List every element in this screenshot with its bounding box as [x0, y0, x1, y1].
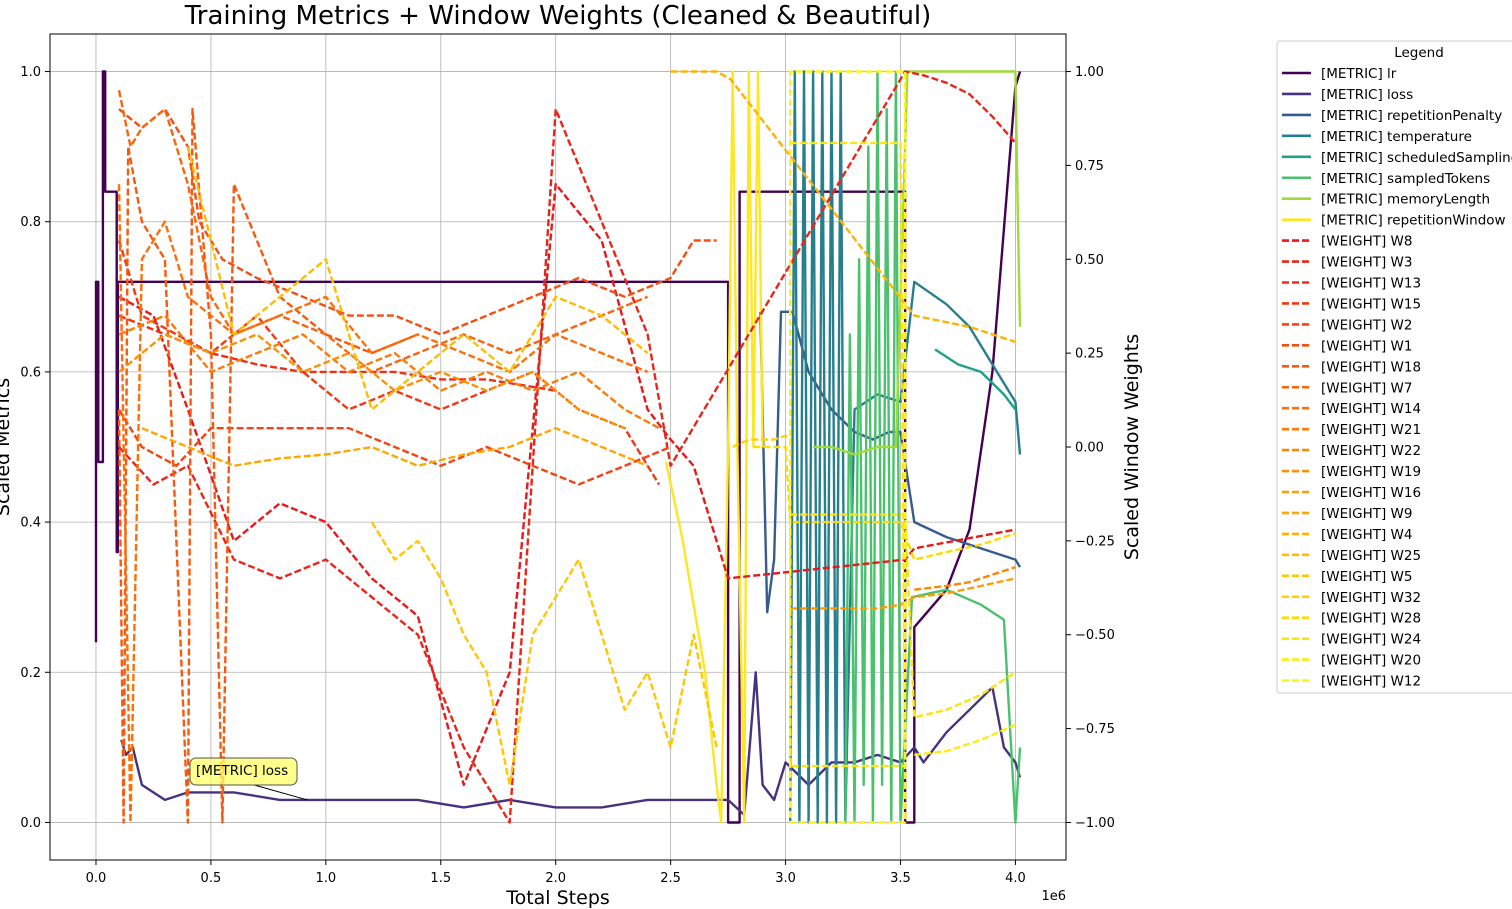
legend-label-13: [WEIGHT] W1: [1321, 338, 1412, 354]
series-line-29: [789, 70, 907, 824]
y-axis-right: −1.00 −0.75 −0.50 −0.25 0.00 0.25 0.50 0.75 1.00: [1066, 65, 1115, 831]
series-line-21: [141, 427, 649, 467]
legend-label-6: [METRIC] memoryLength: [1321, 192, 1490, 208]
series-line-2: [759, 310, 1022, 614]
legend-label-20: [WEIGHT] W16: [1321, 485, 1421, 501]
x-tick-label: 3.0: [775, 871, 796, 886]
y-right-tick-label: −0.50: [1075, 628, 1115, 643]
legend-label-1: [METRIC] loss: [1321, 87, 1413, 103]
y-left-tick-label: 0.6: [20, 365, 41, 380]
x-tick-label: 3.5: [890, 871, 911, 886]
legend-label-2: [METRIC] repetitionPenalty: [1321, 108, 1502, 124]
y-right-tick-label: 0.75: [1075, 159, 1104, 174]
legend-label-21: [WEIGHT] W9: [1321, 506, 1412, 522]
series-line-17: [118, 314, 660, 430]
series-line-13: [118, 107, 717, 336]
x-axis-offset-label: 1e6: [1041, 889, 1066, 904]
x-axis-title: Total Steps: [505, 887, 610, 909]
y-right-tick-label: 0.25: [1075, 347, 1104, 362]
y-right-tick-label: 1.00: [1075, 65, 1104, 80]
y-right-tick-label: −1.00: [1075, 816, 1115, 831]
legend-label-15: [WEIGHT] W7: [1321, 380, 1412, 396]
annotation-arrow: [254, 784, 308, 801]
legend-label-17: [WEIGHT] W21: [1321, 422, 1421, 438]
x-tick-label: 2.5: [660, 871, 681, 886]
x-axis: 0.0 0.5 1.0 1.5 2.0 2.5 3.0 3.5 4.0: [86, 860, 1026, 886]
legend-label-12: [WEIGHT] W2: [1321, 317, 1412, 333]
legend-label-29: [WEIGHT] W12: [1321, 674, 1421, 690]
legend: Legend [METRIC] lr[METRIC] loss[METRIC] …: [1276, 40, 1512, 694]
y-axis-left-title: Scaled Metrics: [0, 378, 14, 516]
x-tick-label: 4.0: [1005, 871, 1026, 886]
y-right-tick-label: 0.00: [1075, 441, 1104, 456]
series-line-9: [118, 70, 1017, 824]
series-line-14: [117, 107, 419, 824]
legend-frame: [1276, 40, 1512, 694]
series-line-4: [934, 348, 1017, 411]
legend-label-5: [METRIC] sampledTokens: [1321, 171, 1490, 187]
x-tick-label: 0.0: [86, 871, 107, 886]
legend-label-0: [METRIC] lr: [1321, 66, 1397, 82]
series-layer: [94, 70, 1022, 824]
y-left-tick-label: 0.8: [20, 215, 41, 230]
legend-label-22: [WEIGHT] W4: [1321, 527, 1412, 543]
x-tick-label: 0.5: [201, 871, 222, 886]
x-tick-label: 1.5: [430, 871, 451, 886]
legend-title: Legend: [1394, 45, 1444, 61]
series-line-19: [118, 333, 626, 430]
y-right-tick-label: 0.50: [1075, 253, 1104, 268]
legend-label-3: [METRIC] temperature: [1321, 129, 1472, 145]
series-line-23: [186, 146, 649, 411]
x-tick-label: 1.0: [315, 871, 336, 886]
series-line-18: [914, 565, 1016, 591]
y-right-tick-label: −0.75: [1075, 722, 1115, 737]
series-line-8: [118, 182, 1016, 787]
y-left-tick-label: 0.2: [20, 666, 41, 681]
series-line-28: [914, 723, 1016, 757]
series-line-3: [789, 70, 1022, 824]
y-axis-left: 0.0 0.2 0.4 0.6 0.8 1.0: [20, 65, 50, 831]
series-line-12: [117, 408, 672, 486]
y-right-tick-label: −0.25: [1075, 534, 1115, 549]
legend-label-18: [WEIGHT] W22: [1321, 443, 1421, 459]
y-left-tick-label: 1.0: [20, 65, 41, 80]
annotation-box: [189, 757, 298, 786]
series-line-26: [753, 445, 1016, 561]
series-line-16: [117, 184, 649, 824]
legend-label-8: [WEIGHT] W8: [1321, 234, 1412, 250]
gridlines: [50, 34, 1066, 860]
legend-label-11: [WEIGHT] W15: [1321, 296, 1421, 312]
legend-label-7: [METRIC] repetitionWindow: [1321, 213, 1506, 229]
legend-label-23: [WEIGHT] W25: [1321, 548, 1421, 564]
legend-label-25: [WEIGHT] W32: [1321, 590, 1421, 606]
legend-label-28: [WEIGHT] W20: [1321, 653, 1421, 669]
legend-label-14: [WEIGHT] W18: [1321, 359, 1421, 375]
legend-label-19: [WEIGHT] W19: [1321, 464, 1421, 480]
legend-label-4: [METRIC] scheduledSampling: [1321, 150, 1512, 166]
legend-items: [METRIC] lr [METRIC] loss [METRIC] repetit…: [1282, 66, 1512, 690]
series-line-22: [670, 70, 1016, 344]
series-line-15: [117, 90, 649, 374]
loss-annotation: [METRIC] loss: [189, 757, 308, 801]
series-line-1: [120, 671, 1022, 817]
legend-label-26: [WEIGHT] W28: [1321, 611, 1421, 627]
y-axis-right-title: Scaled Window Weights: [1121, 334, 1143, 560]
y-left-tick-label: 0.4: [20, 516, 41, 531]
y-left-tick-label: 0.0: [20, 816, 41, 831]
annotation-text: [METRIC] loss: [196, 763, 288, 779]
chart-title: Training Metrics + Window Weights (Clean…: [184, 1, 932, 31]
legend-label-9: [WEIGHT] W3: [1321, 255, 1412, 271]
legend-label-27: [WEIGHT] W24: [1321, 632, 1421, 648]
legend-label-16: [WEIGHT] W14: [1321, 401, 1421, 417]
legend-label-24: [WEIGHT] W5: [1321, 569, 1412, 585]
series-line-25: [732, 434, 791, 449]
series-line-5: [844, 70, 1022, 824]
legend-label-10: [WEIGHT] W13: [1321, 276, 1421, 292]
series-line-24: [370, 521, 718, 787]
x-tick-label: 2.0: [545, 871, 566, 886]
